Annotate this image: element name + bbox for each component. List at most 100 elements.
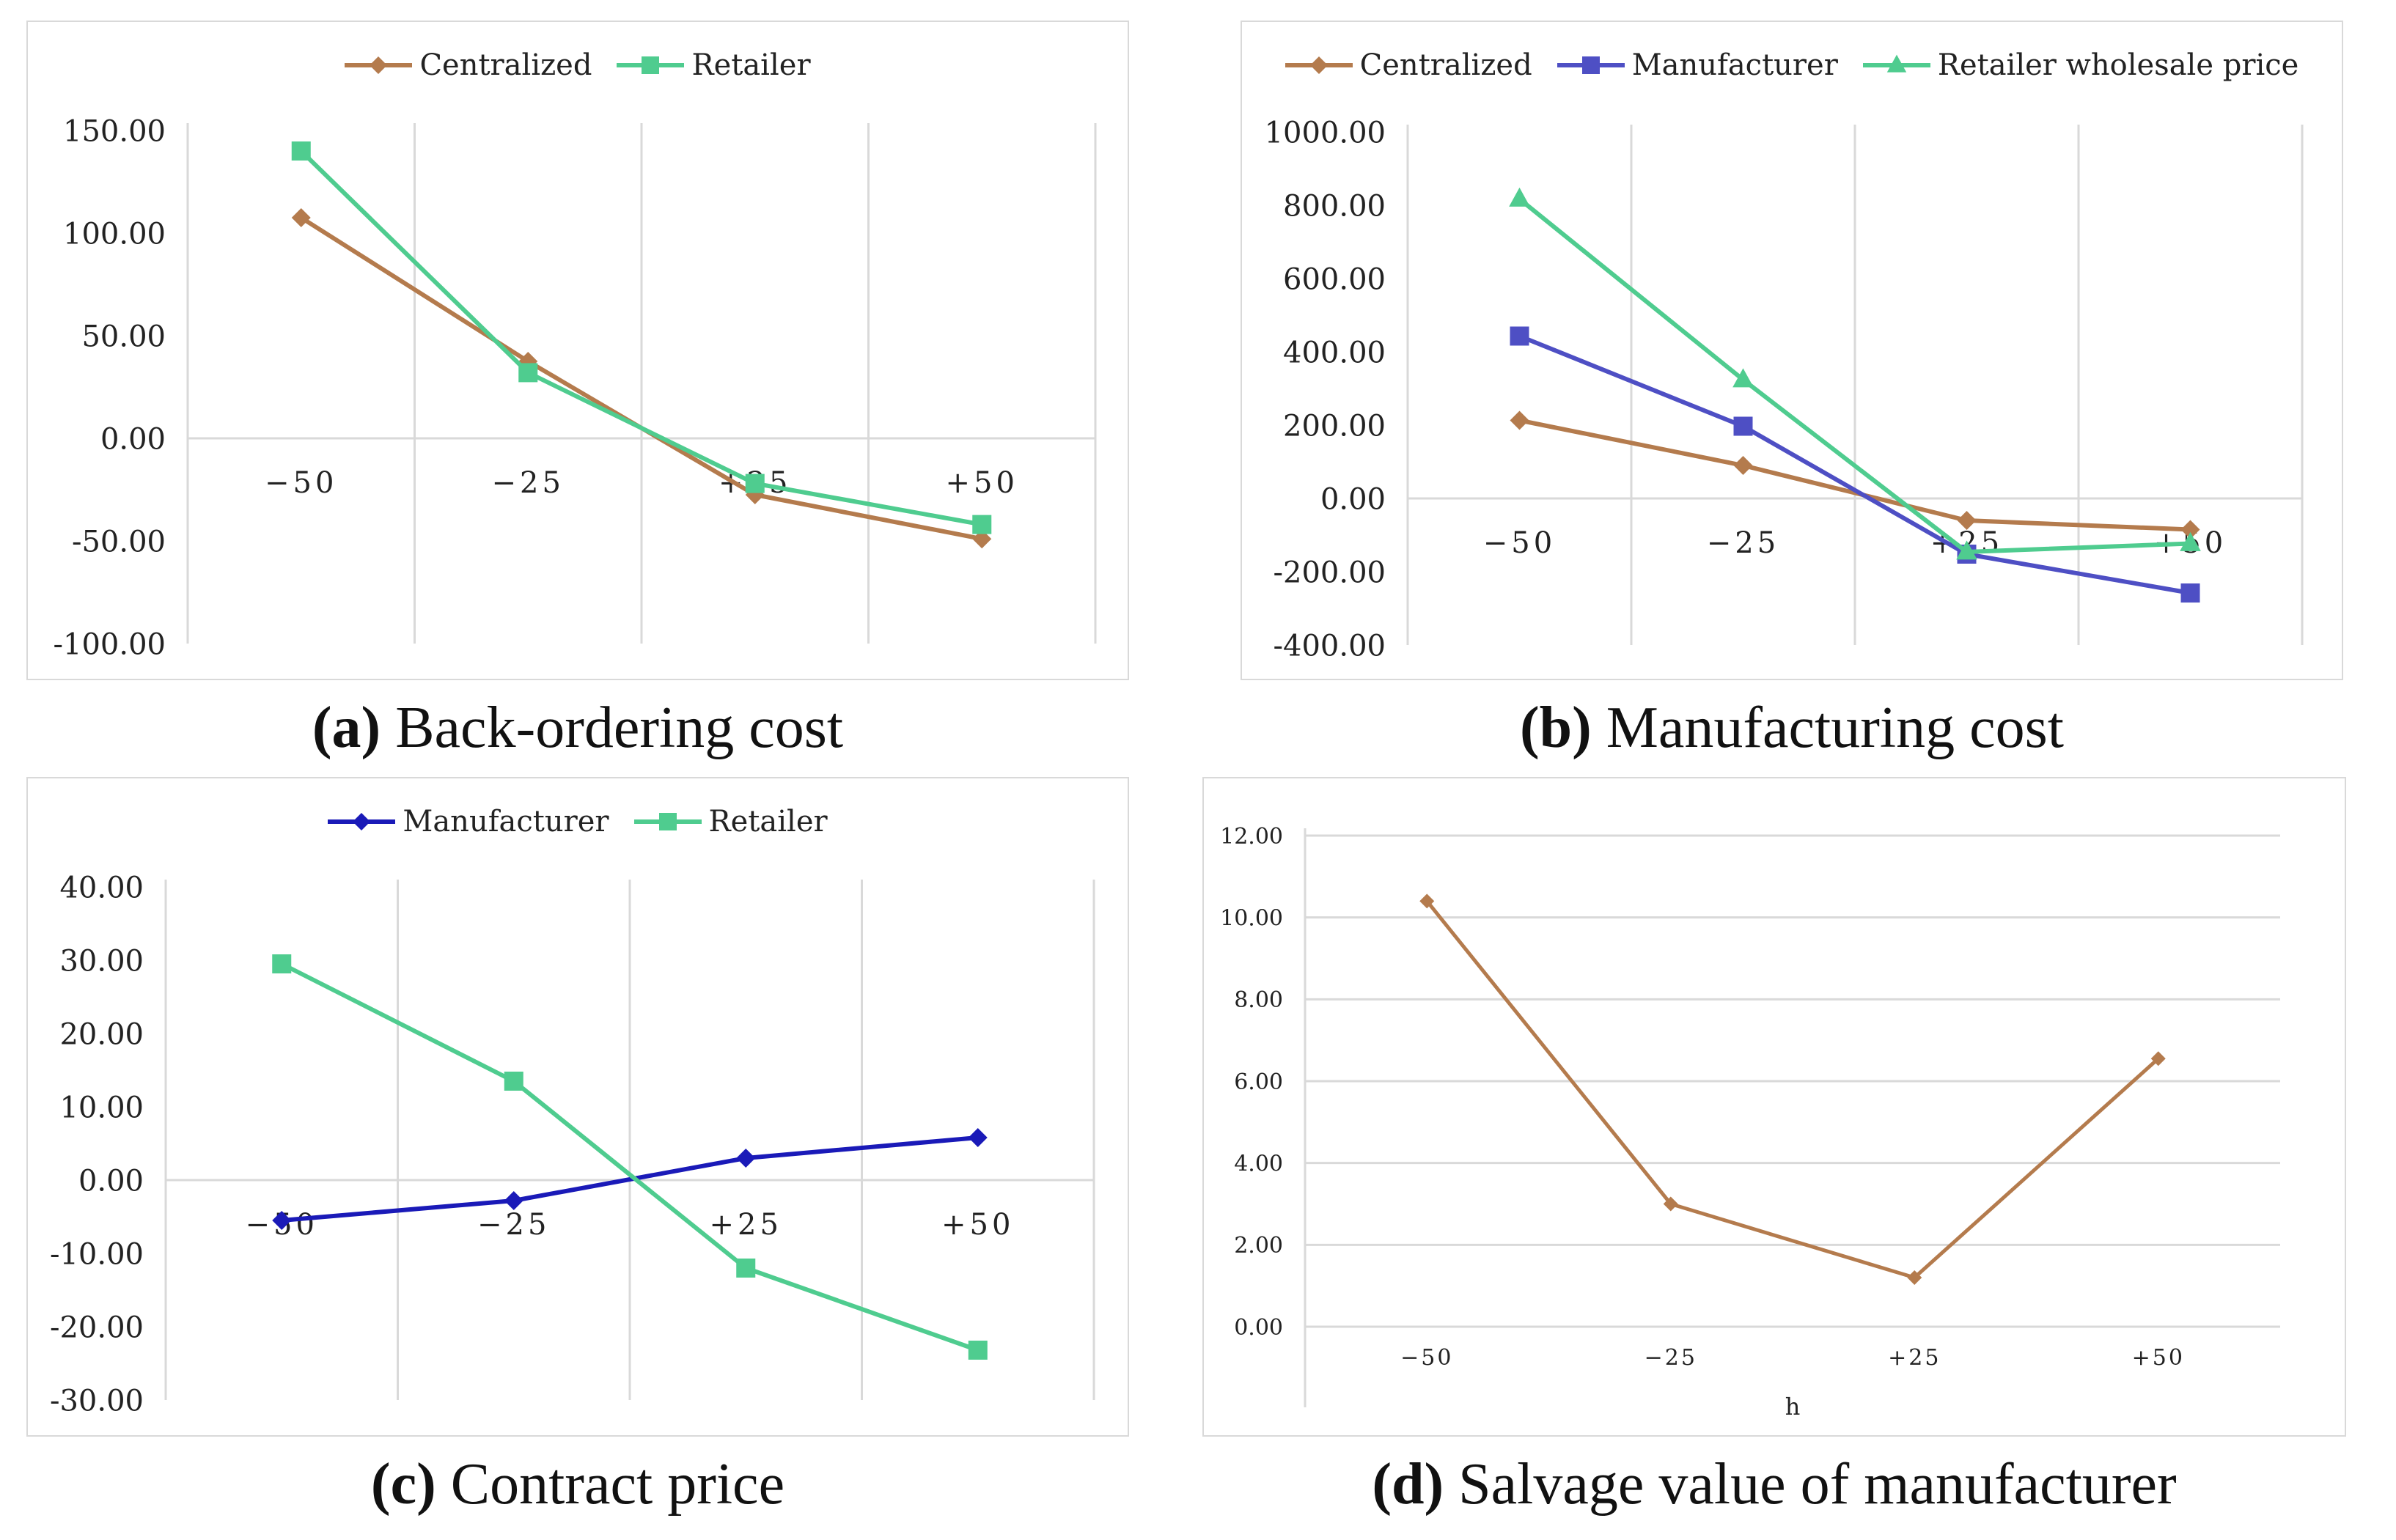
chart-a-grid: [186, 123, 1097, 644]
caption-a: (a) Back-ordering cost: [26, 695, 1129, 762]
series-line: [280, 962, 979, 1352]
x-tick-label: −25: [1645, 1345, 1697, 1371]
y-tick-label: -200.00: [1274, 556, 1386, 589]
chart-c-legend: Manufacturer Retailer: [26, 805, 1129, 839]
x-tick-label: −25: [1707, 526, 1779, 560]
legend-marker: [370, 56, 388, 74]
caption-c-letter: (c): [370, 1452, 436, 1517]
data-point: [1732, 368, 1754, 388]
legend-swatch: [1557, 56, 1625, 74]
chart-d: 12.00 10.00 8.00 6.00 4.00 2.00 0.00 −50 −25 +25 +…: [1220, 824, 2280, 1421]
data-point: [504, 1072, 523, 1091]
x-tick-label: −50: [1400, 1345, 1453, 1371]
data-point: [518, 363, 538, 383]
y-tick-label: 0.00: [78, 1164, 144, 1198]
data-point: [291, 141, 311, 161]
x-tick-label: +50: [946, 466, 1018, 500]
data-point: [272, 954, 292, 973]
y-tick-label: -10.00: [50, 1237, 144, 1271]
legend-label: Centralized: [1359, 48, 1532, 82]
panel-d: 12.00 10.00 8.00 6.00 4.00 2.00 0.00 −50 −25 +25 +…: [1202, 777, 2346, 1532]
data-point: [1956, 540, 1977, 560]
y-tick-label: 2.00: [1234, 1233, 1283, 1259]
legend-label: Manufacturer: [403, 805, 609, 839]
chart-b-frame: [1241, 21, 2343, 680]
data-point: [745, 474, 765, 493]
series-line: [299, 149, 982, 527]
data-point: [2150, 1051, 2166, 1066]
y-tick-label: -20.00: [50, 1311, 144, 1344]
chart-c-y-ticks: 40.00 30.00 20.00 10.00 0.00 -10.00 -20.00 -30.…: [50, 871, 144, 1418]
series-retailer: [291, 141, 992, 534]
caption-c: (c) Contract price: [26, 1451, 1129, 1518]
series-line: [1518, 418, 2191, 532]
y-tick-label: 600.00: [1283, 262, 1386, 296]
y-tick-label: 0.00: [100, 422, 166, 456]
chart-c-x-ticks: −50−25+25+50: [246, 1208, 1014, 1242]
data-point: [2180, 583, 2200, 603]
data-point: [1510, 326, 1529, 346]
caption-b-text: Manufacturing cost: [1606, 696, 2065, 760]
data-point: [972, 515, 992, 534]
y-tick-label: -30.00: [50, 1384, 144, 1418]
legend-label: Manufacturer: [1631, 48, 1838, 82]
legend-swatch: [328, 813, 396, 830]
data-point: [1509, 187, 1530, 207]
y-tick-label: 6.00: [1234, 1069, 1283, 1095]
x-tick-label: +25: [1888, 1345, 1941, 1371]
data-point: [504, 1191, 523, 1210]
legend-swatch: [1285, 56, 1353, 74]
panel-a: Centralized Retailer 150.00 100.00 50.00 0.0…: [26, 21, 1129, 761]
data-point: [2180, 520, 2200, 539]
chart-c: 40.00 30.00 20.00 10.00 0.00 -10.00 -20.00 -30.…: [50, 871, 1095, 1418]
legend-marker: [1309, 56, 1328, 74]
chart-b-grid: [1406, 125, 2304, 645]
caption-d-letter: (d): [1372, 1452, 1444, 1517]
legend-item: Manufacturer: [328, 805, 609, 839]
chart-b-legend: Centralized Manufacturer Retailer wholesal…: [1241, 48, 2343, 82]
y-tick-label: 30.00: [59, 944, 144, 978]
y-tick-label: 800.00: [1283, 189, 1386, 223]
caption-d: (d) Salvage value of manufacturer: [1202, 1451, 2346, 1518]
legend-item: Retailer: [633, 805, 828, 839]
caption-d-text: Salvage value of manufacturer: [1458, 1452, 2177, 1517]
y-tick-label: -100.00: [54, 627, 166, 661]
y-tick-label: 50.00: [81, 320, 166, 353]
y-tick-label: 150.00: [63, 114, 166, 148]
y-tick-label: -50.00: [72, 525, 166, 559]
x-tick-label: +50: [941, 1208, 1014, 1242]
legend-swatch: [633, 813, 702, 830]
legend-label: Retailer: [691, 48, 811, 82]
legend-item: Centralized: [345, 48, 592, 82]
y-tick-label: 0.00: [1320, 482, 1386, 516]
legend-marker: [1581, 56, 1600, 74]
data-point: [1510, 410, 1529, 430]
series-manufacturer: [272, 1128, 988, 1230]
x-tick-label: −25: [492, 466, 565, 500]
legend-marker: [1886, 54, 1907, 73]
y-tick-label: 0.00: [1234, 1315, 1283, 1341]
legend-marker: [642, 56, 660, 74]
x-tick-label: −50: [1483, 526, 1556, 560]
x-tick-label: +50: [2132, 1345, 2185, 1371]
data-point: [1957, 511, 1977, 530]
series-retailer-wholesale-price: [1509, 187, 2201, 560]
chart-d-x-ticks: −50 −25 +25 +50: [1400, 1345, 2185, 1371]
chart-a: 150.00 100.00 50.00 0.00 -50.00 -100.00 −50 −25…: [54, 114, 1097, 661]
y-tick-label: 1000.00: [1265, 116, 1386, 150]
chart-b: 1000.00 800.00 600.00 400.00 200.00 0.00 -200.…: [1265, 116, 2304, 663]
legend-label: Retailer wholesale price: [1937, 48, 2299, 82]
data-point: [736, 1259, 756, 1278]
chart-a-legend: Centralized Retailer: [26, 48, 1129, 82]
caption-a-text: Back-ordering cost: [395, 696, 844, 760]
legend-item: Retailer wholesale price: [1862, 48, 2299, 82]
data-point: [291, 208, 311, 227]
y-tick-label: 40.00: [59, 871, 144, 905]
legend-marker: [658, 813, 677, 830]
chart-d-y-ticks: 12.00 10.00 8.00 6.00 4.00 2.00 0.00: [1220, 824, 1283, 1341]
y-tick-label: 10.00: [1220, 905, 1283, 931]
series-retailer: [272, 954, 988, 1360]
x-tick-label: +25: [710, 1208, 782, 1242]
legend-label: Centralized: [419, 48, 592, 82]
legend-item: Manufacturer: [1557, 48, 1838, 82]
